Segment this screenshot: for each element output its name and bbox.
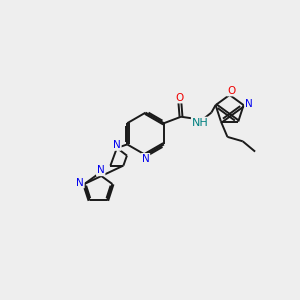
Text: N: N	[142, 154, 149, 164]
Text: O: O	[227, 85, 235, 95]
Text: N: N	[76, 178, 84, 188]
Text: N: N	[245, 99, 253, 109]
Text: O: O	[176, 93, 184, 103]
Text: NH: NH	[192, 118, 208, 128]
Text: N: N	[113, 140, 121, 150]
Text: N: N	[97, 165, 105, 175]
